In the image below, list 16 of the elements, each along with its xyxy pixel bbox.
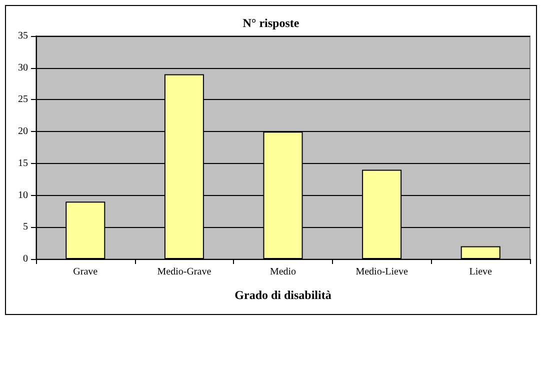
y-tick-label: 20: [18, 126, 28, 138]
y-tick-label: 0: [23, 254, 28, 264]
y-tick-label: 5: [23, 222, 28, 233]
y-tick-label: 35: [18, 30, 28, 42]
x-axis-title: Grado di disabilità: [234, 288, 332, 302]
bar: [460, 246, 500, 259]
x-tick-label: Grave: [73, 266, 98, 278]
y-tick-label: 30: [18, 62, 28, 74]
x-tick-label: Medio-Grave: [157, 266, 212, 278]
x-tick-label: Medio-Lieve: [356, 266, 408, 278]
chart-title: N° risposte: [242, 16, 300, 30]
y-tick-label: 25: [18, 94, 28, 106]
x-tick-label: Medio: [270, 266, 296, 278]
y-tick-label: 10: [18, 190, 28, 201]
x-tick-label: Lieve: [469, 266, 493, 278]
y-tick-label: 15: [18, 158, 28, 169]
